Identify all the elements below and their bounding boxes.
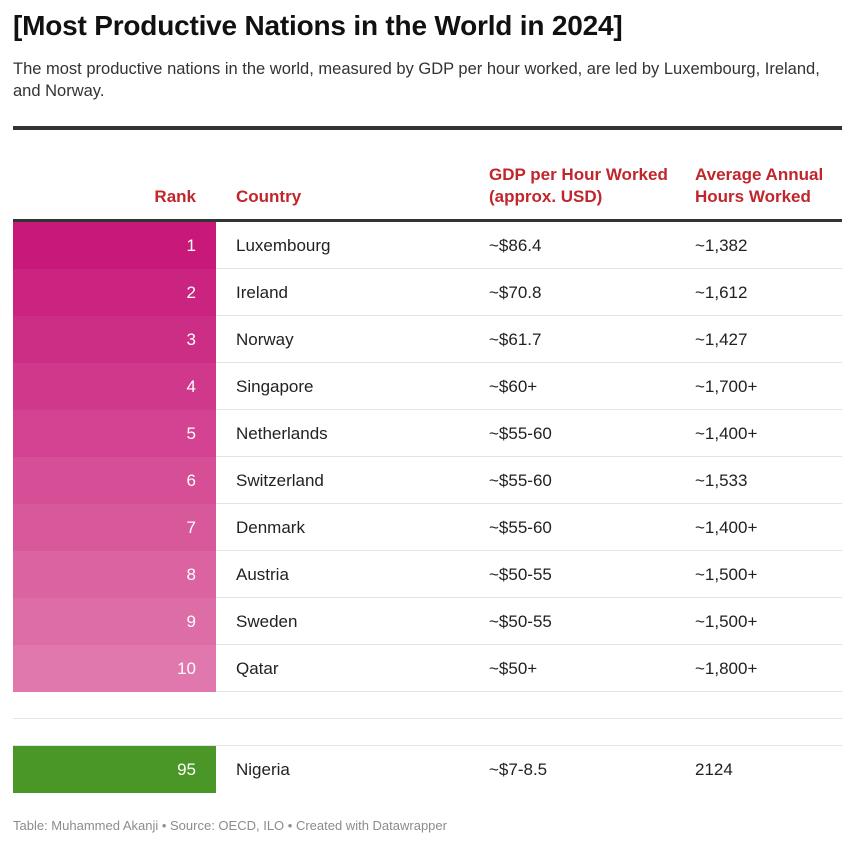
column-header-country: Country bbox=[236, 187, 302, 206]
hours-cell: ~1,427 bbox=[695, 330, 748, 349]
country-cell: Norway bbox=[236, 330, 294, 349]
gdp-cell: ~$50-55 bbox=[489, 565, 552, 584]
table-row-highlight: 95 Nigeria ~$7-8.5 2124 bbox=[13, 746, 842, 793]
country-cell: Qatar bbox=[236, 659, 279, 678]
chart-subtitle: The most productive nations in the world… bbox=[13, 60, 820, 100]
table-header: Rank Country GDP per Hour Worked (approx… bbox=[13, 130, 842, 220]
gdp-cell: ~$50+ bbox=[489, 659, 538, 678]
gdp-cell: ~$70.8 bbox=[489, 283, 542, 302]
hours-cell: ~1,700+ bbox=[695, 377, 758, 396]
table-row: 10 Qatar ~$50+ ~1,800+ bbox=[13, 645, 842, 692]
rank-cell: 8 bbox=[13, 551, 216, 598]
gdp-cell: ~$60+ bbox=[489, 377, 538, 396]
column-header-rank: Rank bbox=[154, 187, 196, 206]
rank-cell: 4 bbox=[13, 363, 216, 410]
country-cell: Austria bbox=[236, 565, 289, 584]
gdp-cell: ~$86.4 bbox=[489, 236, 542, 255]
chart-title: [Most Productive Nations in the World in… bbox=[13, 10, 623, 41]
chart-footer: Table: Muhammed Akanji • Source: OECD, I… bbox=[13, 818, 447, 833]
table-row: 6 Switzerland ~$55-60 ~1,533 bbox=[13, 457, 842, 504]
table-spacer-row bbox=[13, 692, 842, 719]
table-row: 8 Austria ~$50-55 ~1,500+ bbox=[13, 551, 842, 598]
hours-cell: ~1,533 bbox=[695, 471, 748, 490]
table-row: 4 Singapore ~$60+ ~1,700+ bbox=[13, 363, 842, 410]
country-cell: Nigeria bbox=[236, 760, 290, 779]
rank-cell: 7 bbox=[13, 504, 216, 551]
country-cell: Netherlands bbox=[236, 424, 328, 443]
top-rule bbox=[13, 126, 842, 130]
gdp-cell: ~$50-55 bbox=[489, 612, 552, 631]
rank-cell: 95 bbox=[13, 746, 216, 793]
gdp-cell: ~$61.7 bbox=[489, 330, 542, 349]
table-row: 5 Netherlands ~$55-60 ~1,400+ bbox=[13, 410, 842, 457]
country-cell: Ireland bbox=[236, 283, 288, 302]
hours-cell: 2124 bbox=[695, 760, 733, 779]
country-cell: Denmark bbox=[236, 518, 305, 537]
column-header-hours: Average Annual Hours Worked bbox=[695, 165, 824, 206]
hours-cell: ~1,400+ bbox=[695, 518, 758, 537]
gdp-cell: ~$55-60 bbox=[489, 424, 552, 443]
rank-cell: 2 bbox=[13, 269, 216, 316]
table-body: 1 Luxembourg ~$86.4 ~1,382 2 Ireland ~$70.8 ~1,… bbox=[13, 222, 842, 692]
hours-cell: ~1,612 bbox=[695, 283, 748, 302]
gdp-cell: ~$55-60 bbox=[489, 471, 552, 490]
rank-cell: 3 bbox=[13, 316, 216, 363]
country-cell: Sweden bbox=[236, 612, 298, 631]
table-row: 7 Denmark ~$55-60 ~1,400+ bbox=[13, 504, 842, 551]
hours-cell: ~1,500+ bbox=[695, 565, 758, 584]
column-header-gdp: GDP per Hour Worked (approx. USD) bbox=[489, 165, 668, 206]
rank-cell: 5 bbox=[13, 410, 216, 457]
hours-cell: ~1,800+ bbox=[695, 659, 758, 678]
row-divider bbox=[13, 745, 842, 746]
table-row: 2 Ireland ~$70.8 ~1,612 bbox=[13, 269, 842, 316]
rank-cell: 10 bbox=[13, 645, 216, 692]
hours-cell: ~1,400+ bbox=[695, 424, 758, 443]
country-cell: Switzerland bbox=[236, 471, 324, 490]
country-cell: Singapore bbox=[236, 377, 314, 396]
rank-cell: 9 bbox=[13, 598, 216, 645]
hours-cell: ~1,500+ bbox=[695, 612, 758, 631]
table-row: 3 Norway ~$61.7 ~1,427 bbox=[13, 316, 842, 363]
rank-cell: 6 bbox=[13, 457, 216, 504]
gdp-cell: ~$7-8.5 bbox=[489, 760, 548, 779]
rank-cell: 1 bbox=[13, 222, 216, 269]
header-rule bbox=[13, 219, 842, 222]
table-row: 9 Sweden ~$50-55 ~1,500+ bbox=[13, 598, 842, 645]
table-row: 1 Luxembourg ~$86.4 ~1,382 bbox=[13, 222, 842, 269]
gdp-cell: ~$55-60 bbox=[489, 518, 552, 537]
country-cell: Luxembourg bbox=[236, 236, 331, 255]
hours-cell: ~1,382 bbox=[695, 236, 748, 255]
